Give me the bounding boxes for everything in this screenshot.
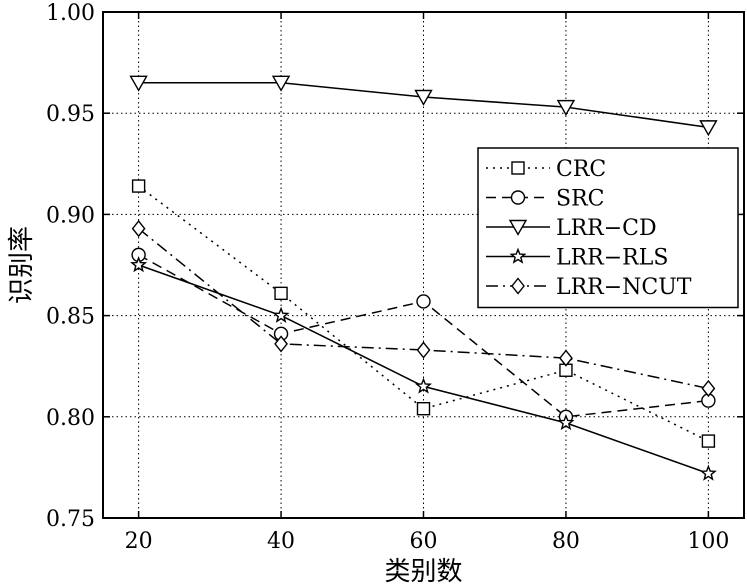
data-point-lrr-rls — [130, 256, 148, 273]
series-crc — [131, 179, 716, 448]
legend-label: LRR−CD — [556, 216, 657, 241]
series-line-lrr-ncut — [138, 228, 709, 390]
data-point-lrr-rls — [699, 464, 717, 481]
legend-item-src: SRC — [486, 187, 604, 212]
x-tick-label: 20 — [125, 529, 153, 554]
legend-item-lrr-rls: LRR−RLS — [486, 246, 668, 271]
legend-label: LRR−NCUT — [556, 275, 692, 300]
data-point-lrr-cd — [414, 89, 433, 106]
series-group — [129, 75, 718, 481]
legend-label: SRC — [556, 187, 604, 212]
data-point-src — [416, 294, 431, 309]
y-tick-label: 0.95 — [46, 102, 95, 127]
y-tick-label: 0.85 — [46, 305, 95, 330]
x-axis-label: 类别数 — [384, 557, 462, 587]
legend-label: LRR−RLS — [556, 246, 668, 271]
data-point-lrr-ncut — [701, 379, 716, 398]
series-lrr-ncut — [131, 219, 716, 398]
legend-marker — [508, 219, 528, 236]
x-tick-label: 80 — [552, 529, 580, 554]
x-tick-label: 40 — [267, 529, 295, 554]
y-tick-label: 0.90 — [46, 203, 95, 228]
legend-marker — [510, 190, 526, 205]
x-tick-label: 100 — [687, 529, 729, 554]
data-point-crc — [416, 402, 431, 416]
axis-ticks: 20 40 60 80 100 0.75 0.80 0.85 0.90 0.95 1.00 — [46, 1, 744, 554]
legend-marker — [511, 277, 525, 295]
y-tick-label: 0.80 — [46, 406, 95, 431]
data-point-lrr-ncut — [559, 349, 573, 367]
data-point-lrr-ncut — [131, 219, 146, 238]
series-lrr-cd — [129, 75, 718, 137]
legend: CRC SRC LRR−CD LRR−RLS LRR−NCUT — [477, 147, 739, 309]
y-tick-label: 1.00 — [46, 1, 95, 26]
y-tick-label: 0.75 — [46, 507, 95, 532]
legend-item-crc: CRC — [486, 157, 606, 182]
data-point-crc — [701, 434, 716, 448]
data-point-lrr-cd — [271, 75, 291, 92]
legend-marker — [509, 247, 527, 264]
legend-label: CRC — [556, 157, 606, 182]
data-point-lrr-cd — [699, 120, 718, 137]
legend-item-lrr-cd: LRR−CD — [486, 216, 657, 241]
series-lrr-rls — [130, 256, 717, 481]
data-point-crc — [131, 179, 146, 193]
data-point-crc — [274, 286, 288, 301]
x-tick-label: 60 — [410, 529, 438, 554]
data-point-lrr-rls — [557, 413, 575, 431]
data-point-lrr-cd — [129, 75, 148, 92]
legend-item-lrr-ncut: LRR−NCUT — [486, 275, 692, 300]
legend-marker — [511, 161, 525, 175]
data-point-lrr-cd — [556, 99, 576, 117]
data-point-lrr-rls — [414, 377, 433, 394]
data-point-lrr-ncut — [416, 341, 431, 359]
data-point-lrr-rls — [272, 306, 290, 323]
y-axis-label: 识别率 — [7, 226, 37, 304]
data-point-lrr-ncut — [274, 335, 288, 353]
